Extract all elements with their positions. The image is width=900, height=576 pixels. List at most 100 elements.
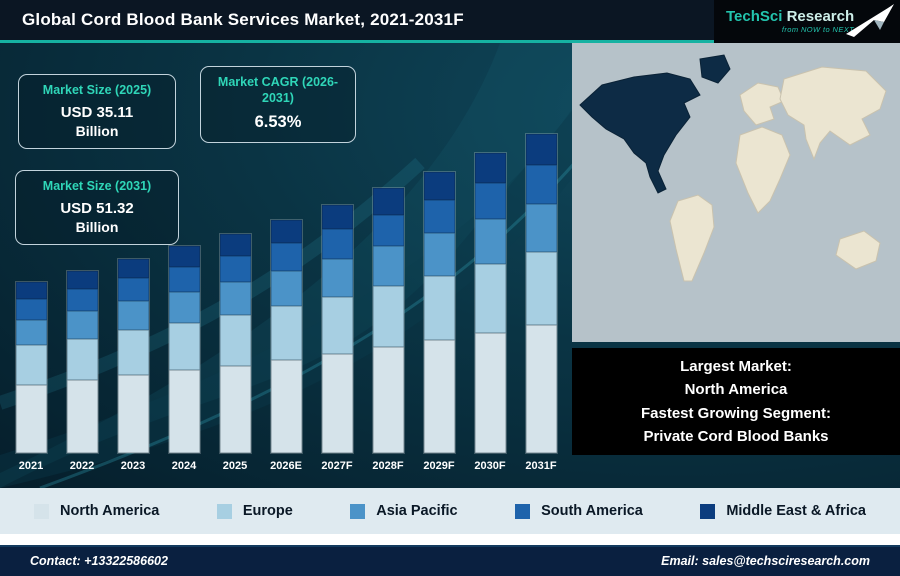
- divider-strip: [0, 534, 900, 545]
- note-line: Private Cord Blood Banks: [643, 427, 829, 445]
- greenland: [699, 54, 731, 84]
- logo-arrow-icon: [846, 4, 894, 37]
- title-accent-line: [0, 40, 715, 43]
- x-axis-label: 2029F: [423, 460, 455, 472]
- bar-stack: [371, 187, 405, 454]
- legend-item: Europe: [216, 503, 293, 519]
- bar-segment: [321, 296, 353, 354]
- bar-stack: [473, 151, 507, 455]
- x-axis-label: 2027F: [321, 460, 353, 472]
- contact-phone: Contact: +13322586602: [30, 554, 168, 568]
- bar-stack: [269, 219, 303, 454]
- contact-email: Email: sales@techsciresearch.com: [661, 554, 870, 568]
- legend-item: Middle East & Africa: [700, 503, 866, 519]
- bar-segment: [474, 218, 506, 264]
- bar-segment: [15, 319, 47, 346]
- legend-swatch: [34, 503, 49, 519]
- stat-unit: Billion: [75, 219, 119, 236]
- bar-segment: [219, 365, 251, 453]
- bar-segment: [525, 165, 557, 205]
- logo-brand-primary: TechSci: [726, 7, 783, 25]
- stat-market-size-2031: Market Size (2031) USD 51.32 Billion: [15, 170, 179, 246]
- stat-value: 6.53%: [254, 113, 302, 132]
- legend-swatch: [216, 503, 232, 519]
- logo-brand-secondary: Research: [786, 7, 855, 25]
- bar-column: 2027F: [314, 118, 360, 474]
- continent-south-america: [669, 194, 715, 282]
- x-axis-label: 2022: [69, 460, 95, 472]
- bar-chart: 2021 2022 2023 2024 2025 2026E 2027F 2028F 2029F…: [8, 118, 564, 474]
- legend-label: Europe: [242, 503, 293, 519]
- bar-column: 2029F: [416, 118, 462, 474]
- legend-label: North America: [60, 503, 160, 519]
- bar-segment: [117, 278, 149, 302]
- bar-column: 2023: [110, 118, 156, 474]
- bar-segment: [474, 182, 506, 219]
- stat-label: Market Size (2031): [42, 179, 152, 193]
- bar-segment: [168, 291, 200, 323]
- bar-segment: [525, 325, 557, 453]
- continent-north-america: [579, 72, 701, 194]
- legend-swatch: [515, 503, 531, 519]
- bar-segment: [66, 289, 98, 312]
- bar-segment: [219, 282, 251, 316]
- bar-column: 2022: [59, 118, 105, 474]
- legend-label: Asia Pacific: [376, 503, 458, 519]
- bar-column: 2028F: [365, 118, 411, 474]
- bar-column: 2025: [212, 118, 258, 474]
- bar-segment: [117, 258, 149, 279]
- x-axis-label: 2028F: [372, 460, 404, 472]
- stat-value: USD 51.32: [60, 199, 134, 217]
- bar-column: 2030F: [467, 118, 513, 474]
- bar-segment: [423, 199, 455, 234]
- bar-segment: [525, 204, 557, 252]
- bar-segment: [117, 330, 149, 376]
- stat-market-size-2025: Market Size (2025) USD 35.11 Billion: [18, 74, 176, 150]
- bar-column: 2026E: [263, 118, 309, 474]
- bar-segment: [321, 204, 353, 230]
- bar-segment: [474, 263, 506, 333]
- logo-tagline: from NOW to NEXT: [781, 25, 855, 35]
- footer: Contact: +13322586602 Email: sales@techs…: [0, 545, 900, 576]
- stat-label: Market CAGR (2026-2031): [217, 75, 339, 105]
- bar-segment: [372, 214, 404, 247]
- note-line: Largest Market:: [680, 358, 792, 375]
- legend-item: Asia Pacific: [350, 503, 458, 519]
- bar-segment: [15, 345, 47, 385]
- bar-segment: [372, 286, 404, 348]
- continent-africa: [735, 126, 791, 214]
- x-axis-label: 2031F: [525, 460, 557, 472]
- continent-australia: [835, 230, 881, 270]
- continent-europe: [739, 82, 785, 126]
- bar-segment: [423, 171, 455, 200]
- bar-stack: [167, 245, 201, 454]
- logo-brand: TechSci Research: [726, 7, 855, 25]
- note-line: Fastest Growing Segment:: [640, 404, 832, 422]
- bar-segment: [168, 266, 200, 292]
- legend-label: South America: [541, 503, 643, 519]
- bar-segment: [270, 271, 302, 307]
- bar-segment: [219, 234, 251, 257]
- note-line: North America: [684, 381, 788, 399]
- bar-segment: [321, 354, 353, 453]
- bar-stack: [14, 280, 48, 455]
- stat-label: Market Size (2025): [42, 83, 152, 97]
- bar-stack: [116, 257, 150, 455]
- bar-segment: [15, 281, 47, 300]
- logo-text: TechSci Research from NOW to NEXT: [726, 7, 855, 35]
- bar-stack: [65, 269, 99, 455]
- bar-segment: [372, 188, 404, 215]
- legend-item: North America: [34, 503, 159, 519]
- bar-segment: [270, 359, 302, 453]
- bar-column: 2031F: [518, 118, 564, 474]
- bar-stack: [320, 203, 354, 455]
- stat-value: USD 35.11: [60, 103, 134, 121]
- bar-segment: [270, 243, 302, 272]
- world-map-panel: [572, 43, 900, 342]
- x-axis-label: 2030F: [474, 460, 506, 472]
- bar-segment: [372, 246, 404, 287]
- bar-column: 2024: [161, 118, 207, 474]
- bar-segment: [168, 246, 200, 267]
- stat-unit: Billion: [75, 123, 119, 140]
